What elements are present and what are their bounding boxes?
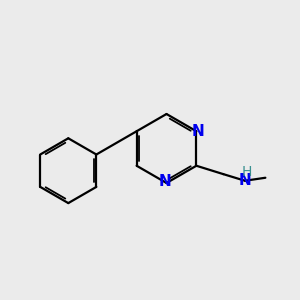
Text: N: N — [191, 124, 204, 139]
Text: H: H — [241, 165, 252, 179]
Text: N: N — [159, 174, 171, 189]
Text: N: N — [238, 173, 251, 188]
